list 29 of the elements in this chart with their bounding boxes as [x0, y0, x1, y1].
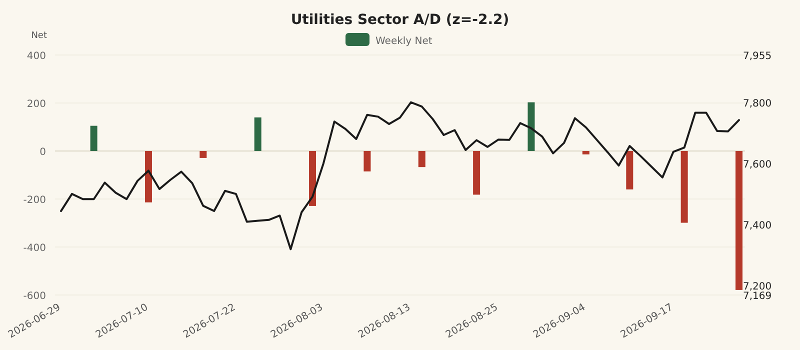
y2-tick-label: 7,169	[743, 291, 772, 302]
y-tick-label: -400	[23, 243, 46, 254]
bar	[309, 151, 316, 206]
y-tick-label: 200	[26, 99, 46, 110]
y-tick-label: 400	[26, 51, 46, 62]
y-tick-label: 0	[40, 147, 46, 158]
legend-label: Weekly Net	[376, 36, 432, 47]
bar	[90, 126, 98, 151]
y-tick-label: -600	[23, 291, 46, 302]
y2-tick-label: 7,800	[743, 98, 772, 110]
y2-tick-label: 7,400	[743, 220, 772, 232]
bar	[364, 151, 371, 172]
bar	[473, 151, 480, 195]
bar	[680, 151, 688, 223]
bar	[200, 151, 207, 158]
bar	[528, 102, 535, 151]
y2-tick-label: 7,200	[743, 282, 772, 293]
bar	[254, 117, 262, 151]
y2-tick-label: 7,600	[743, 159, 772, 170]
bar	[582, 151, 590, 154]
y2-tick-label: 7,955	[743, 51, 772, 62]
chart-title: Utilities Sector A/D (z=-2.2)	[290, 12, 510, 28]
bar	[736, 151, 742, 290]
y-axis-title: Net	[31, 31, 48, 41]
bar	[144, 151, 152, 202]
line-series	[60, 101, 740, 250]
y-tick-label: -200	[23, 195, 46, 206]
bar	[626, 151, 634, 190]
bar	[418, 151, 426, 168]
